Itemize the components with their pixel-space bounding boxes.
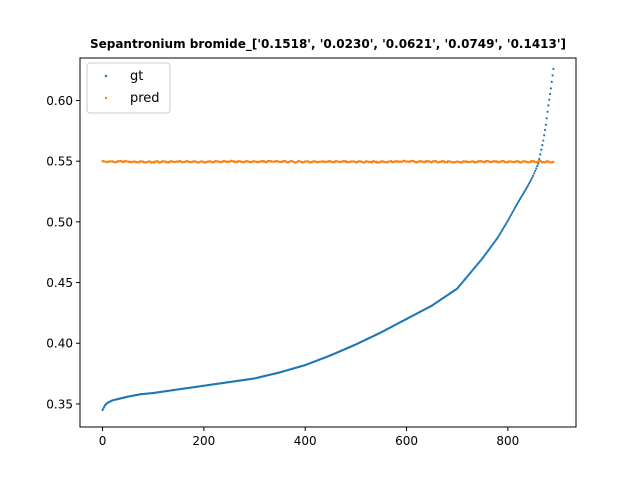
data-point	[522, 191, 526, 194]
data-point	[541, 144, 544, 147]
data-point	[508, 215, 511, 219]
series-gt	[101, 67, 555, 412]
data-point	[535, 167, 538, 170]
x-tick-label: 600	[395, 434, 418, 448]
data-point	[538, 157, 541, 161]
data-point	[531, 176, 534, 179]
data-point	[496, 236, 499, 239]
data-point	[103, 405, 106, 408]
data-point	[533, 172, 536, 175]
chart-title: Sepantronium bromide_['0.1518', '0.0230'…	[90, 37, 566, 52]
data-point	[548, 98, 551, 101]
y-tick-label: 0.60	[46, 94, 73, 108]
data-point	[529, 180, 532, 183]
x-tick-label: 800	[496, 434, 519, 448]
data-point	[539, 153, 542, 156]
data-point	[551, 74, 554, 77]
data-point	[527, 184, 530, 187]
legend-marker-pred	[104, 96, 108, 100]
data-point	[542, 139, 545, 142]
data-point	[497, 234, 500, 238]
data-point	[500, 229, 503, 232]
data-point	[504, 222, 507, 226]
y-tick-label: 0.40	[46, 337, 73, 351]
data-point	[545, 117, 548, 120]
data-point	[510, 212, 514, 215]
legend: gt pred	[86, 62, 171, 114]
data-point	[101, 408, 104, 412]
y-tick-label: 0.45	[46, 276, 73, 290]
data-point	[498, 233, 501, 236]
data-point	[502, 226, 505, 229]
data-point	[550, 80, 553, 83]
series-pred	[101, 159, 555, 164]
data-point	[505, 221, 508, 224]
x-tick-label: 400	[294, 434, 317, 448]
data-point	[548, 92, 552, 96]
data-point	[552, 67, 555, 71]
data-point	[501, 228, 504, 231]
data-point	[534, 169, 537, 172]
data-point	[544, 123, 547, 126]
data-point	[549, 87, 553, 90]
data-point	[528, 182, 531, 185]
data-point	[514, 204, 518, 208]
data-point	[543, 134, 546, 137]
data-point	[507, 217, 510, 220]
legend-label-gt: gt	[130, 69, 143, 84]
data-point	[102, 407, 105, 410]
x-tick-label: 0	[99, 434, 107, 448]
data-point	[525, 187, 528, 190]
data-point	[540, 148, 543, 151]
y-tick-label: 0.55	[46, 155, 73, 169]
data-point	[512, 208, 516, 211]
data-point	[517, 199, 521, 202]
data-point	[521, 192, 525, 196]
data-point	[516, 201, 520, 204]
data-point	[537, 162, 540, 165]
data-point	[536, 164, 539, 168]
legend-marker-gt	[104, 74, 108, 78]
y-tick-label: 0.50	[46, 215, 73, 229]
data-point	[506, 219, 509, 222]
data-point	[543, 128, 547, 132]
data-point	[518, 197, 522, 201]
legend-frame	[86, 62, 171, 114]
legend-label-pred: pred	[130, 91, 160, 106]
data-point	[546, 110, 549, 113]
x-tick-label: 200	[192, 434, 215, 448]
data-point	[547, 104, 550, 107]
data-point	[503, 224, 506, 227]
data-point	[519, 196, 523, 199]
data-point	[515, 203, 519, 206]
data-point	[523, 189, 527, 192]
data-point	[513, 206, 517, 210]
data-point	[509, 214, 512, 217]
data-point	[511, 210, 515, 213]
data-point	[499, 231, 502, 234]
data-point	[532, 174, 535, 177]
y-tick-label: 0.35	[46, 397, 73, 411]
data-point	[530, 178, 533, 181]
axes-layer: 0 200 400 600 800 0.35 0.40 0.45 0.50 0.55 0.60	[46, 57, 577, 448]
data-point	[520, 194, 524, 197]
data-point	[526, 186, 529, 189]
plot-marks	[101, 67, 555, 412]
data-point	[552, 160, 555, 163]
plot-frame	[79, 57, 577, 428]
